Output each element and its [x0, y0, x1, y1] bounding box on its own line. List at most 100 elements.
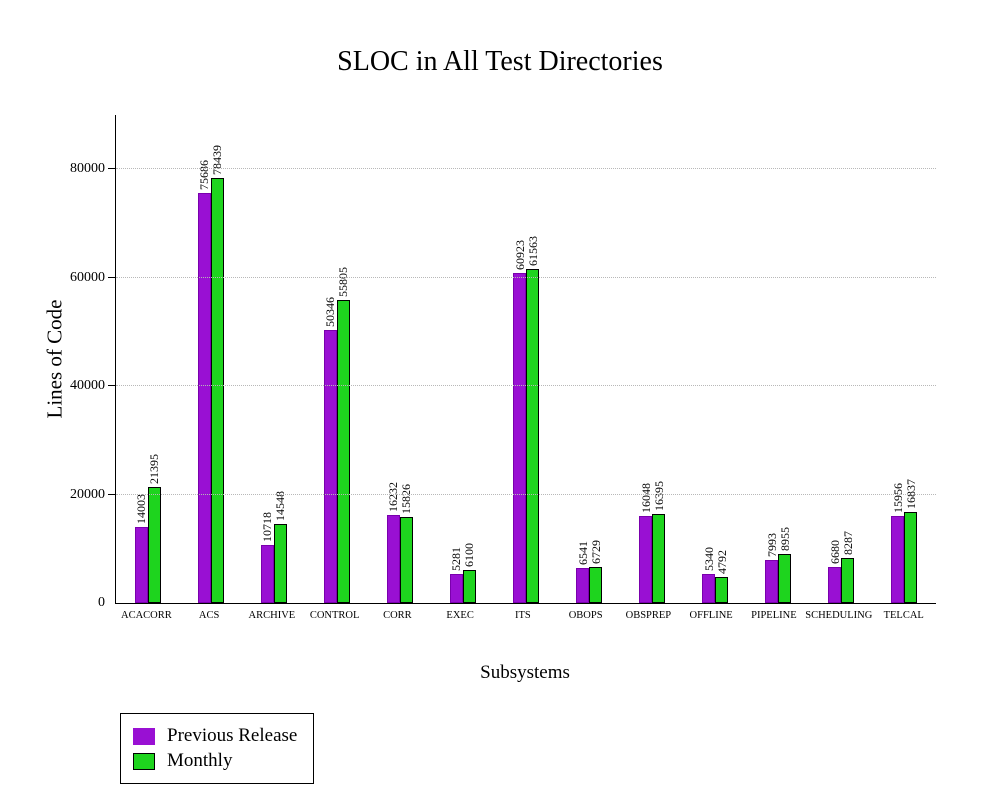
bar-group-obops: 6541 6729 [558, 115, 621, 603]
chart-title: SLOC in All Test Directories [337, 46, 663, 77]
bar-value-label: 61563 [525, 236, 540, 266]
x-tick-label-obops: OBOPS [568, 610, 603, 621]
bar-groups: 14003 21395 75686 78439 10718 14548 50346 55805… [116, 115, 936, 603]
x-tick-label-control: CONTROL [309, 610, 360, 621]
bar-monthly: 16837 [904, 479, 918, 603]
legend-swatch-monthly [133, 752, 155, 770]
bar-value-label: 15826 [399, 484, 414, 514]
y-tick-label: 40000 [70, 378, 105, 394]
bar-value-label: 14548 [273, 491, 288, 521]
x-tick-label-obsprep: OBSPREP [625, 610, 672, 621]
bar-previous-release: 5340 [702, 547, 716, 603]
bar-previous-release: 16048 [639, 483, 653, 603]
legend-label-monthly: Monthly [167, 750, 233, 771]
bar-value-label: 5281 [449, 547, 464, 571]
bar-value-label: 16232 [386, 482, 401, 512]
y-tick-label: 20000 [70, 486, 105, 502]
bar-value-label: 6680 [827, 540, 842, 564]
y-tick-mark [108, 385, 116, 387]
y-tick-mark [108, 276, 116, 278]
bar-previous-release: 6541 [576, 541, 590, 603]
bar-value-label: 8955 [777, 527, 792, 551]
bar-previous-release: 10718 [260, 512, 274, 603]
bar-value-label: 8287 [840, 531, 855, 555]
bar-previous-release: 15956 [891, 483, 905, 603]
legend: Previous Release Monthly [120, 713, 315, 784]
bar-previous-release: 14003 [134, 494, 148, 603]
y-tick-label: 0 [98, 595, 105, 610]
x-tick-label-acacorr: ACACORR [120, 610, 172, 621]
bar-monthly: 16395 [652, 481, 666, 603]
bar-monthly: 61563 [526, 236, 540, 603]
bar-monthly: 14548 [273, 491, 287, 603]
bar-monthly: 55805 [336, 267, 350, 603]
x-tick-labels: ACACORR ACS ARCHIVE CONTROL CORR EXEC ITS OBOPS… [115, 610, 935, 621]
bar-previous-release: 60923 [513, 240, 527, 603]
legend-entry-monthly: Monthly [133, 750, 297, 772]
bar-value-label: 6100 [462, 543, 477, 567]
bar-monthly: 78439 [210, 145, 224, 603]
x-tick-label-archive: ARCHIVE [248, 610, 296, 621]
bar-group-telcal: 15956 16837 [873, 115, 936, 603]
gridline [116, 493, 936, 495]
x-tick-label-scheduling: SCHEDULING [805, 610, 873, 621]
bar-value-label: 15956 [890, 483, 905, 513]
gridline [116, 168, 936, 170]
bar-value-label: 21395 [147, 454, 162, 484]
bar-group-corr: 16232 15826 [368, 115, 431, 603]
bar-previous-release: 16232 [386, 482, 400, 603]
bar-monthly: 21395 [147, 454, 161, 603]
bar-group-offline: 5340 4792 [684, 115, 747, 603]
x-tick-label-telcal: TELCAL [883, 610, 924, 621]
bar-value-label: 55805 [336, 267, 351, 297]
x-axis-label: Subsystems [480, 662, 570, 683]
x-tick-label-exec: EXEC [446, 610, 474, 621]
bar-value-label: 4792 [714, 550, 729, 574]
x-tick-label-corr: CORR [383, 610, 412, 621]
bar-previous-release: 5281 [449, 547, 463, 603]
bar-monthly: 8287 [841, 531, 855, 603]
x-tick-label-its: ITS [515, 610, 531, 621]
bar-monthly: 4792 [715, 550, 729, 603]
bar-monthly: 6729 [589, 540, 603, 603]
y-tick-mark [108, 493, 116, 495]
bar-group-exec: 5281 6100 [431, 115, 494, 603]
bar-value-label: 5340 [701, 547, 716, 571]
bar-previous-release: 75686 [197, 160, 211, 603]
bar-value-label: 6541 [575, 541, 590, 565]
bar-group-its: 60923 61563 [494, 115, 557, 603]
bar-previous-release: 50346 [323, 297, 337, 603]
plot-area: 14003 21395 75686 78439 10718 14548 50346 55805… [70, 115, 936, 610]
bar-value-label: 16395 [651, 481, 666, 511]
x-tick-label-pipeline: PIPELINE [751, 610, 797, 621]
bar-value-label: 78439 [210, 145, 225, 175]
y-axis-label: Lines of Code [42, 299, 67, 419]
bar-value-label: 10718 [260, 512, 275, 542]
gridline [116, 385, 936, 387]
bar-value-label: 16048 [638, 483, 653, 513]
bar-previous-release: 6680 [828, 540, 842, 603]
bar-monthly: 6100 [462, 543, 476, 603]
gridline [116, 276, 936, 278]
bar-group-pipeline: 7993 8955 [747, 115, 810, 603]
bar-value-label: 6729 [588, 540, 603, 564]
legend-swatch-previous-release [133, 727, 155, 745]
bar-value-label: 7993 [764, 533, 779, 557]
bar-group-control: 50346 55805 [305, 115, 368, 603]
bar-value-label: 14003 [134, 494, 149, 524]
bar-group-scheduling: 6680 8287 [810, 115, 873, 603]
bar-value-label: 60923 [512, 240, 527, 270]
bar-monthly: 15826 [399, 484, 413, 603]
bar-value-label: 75686 [197, 160, 212, 190]
x-tick-label-acs: ACS [198, 610, 220, 621]
bar-group-archive: 10718 14548 [242, 115, 305, 603]
x-tick-label-offline: OFFLINE [689, 610, 733, 621]
bar-group-obsprep: 16048 16395 [621, 115, 684, 603]
bar-group-acacorr: 14003 21395 [116, 115, 179, 603]
legend-label-previous-release: Previous Release [167, 725, 298, 746]
legend-entry-previous-release: Previous Release [133, 725, 297, 747]
bar-group-acs: 75686 78439 [179, 115, 242, 603]
bar-value-label: 50346 [323, 297, 338, 327]
y-tick-mark [108, 168, 116, 170]
